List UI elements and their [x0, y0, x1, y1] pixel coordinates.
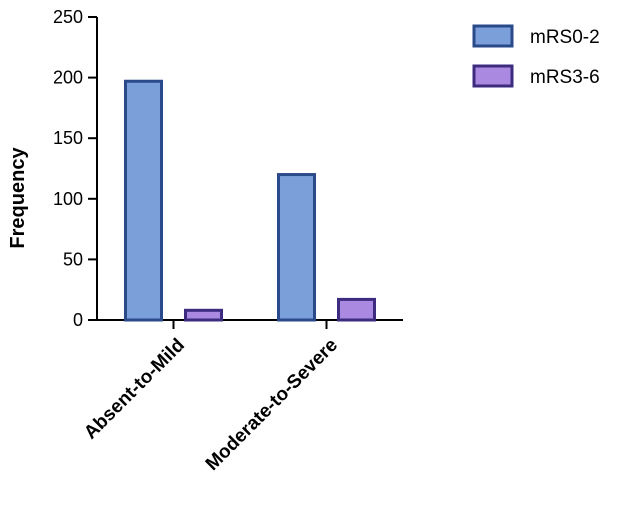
bar-mrs0-2-absent-to-mild [124, 79, 163, 322]
y-tick-label: 150 [53, 128, 83, 148]
y-tick-label: 50 [63, 249, 83, 269]
y-tick-label: 100 [53, 189, 83, 209]
bars [124, 79, 376, 322]
bar-mrs3-6-absent-to-mild [184, 308, 223, 322]
y-tick-label: 250 [53, 7, 83, 27]
legend-label: mRS3-6 [530, 67, 600, 88]
legend-label: mRS0-2 [530, 27, 600, 48]
y-axis: 0 50 100 150 200 250 [53, 7, 98, 330]
x-axis: Absent-to-Mild Moderate-to-Severe [80, 319, 403, 475]
bar-mrs3-6-moderate-to-severe [337, 297, 376, 322]
legend: mRS0-2 mRS3-6 [472, 24, 600, 88]
y-tick-label: 200 [53, 68, 83, 88]
legend-swatch [472, 24, 514, 48]
y-axis-title: Frequency [7, 147, 29, 249]
bar-mrs0-2-moderate-to-severe [277, 173, 316, 322]
x-tick-label: Moderate-to-Severe [202, 335, 342, 475]
y-tick-label: 0 [73, 310, 83, 330]
legend-swatch [472, 64, 514, 88]
x-tick-label: Absent-to-Mild [80, 335, 189, 444]
